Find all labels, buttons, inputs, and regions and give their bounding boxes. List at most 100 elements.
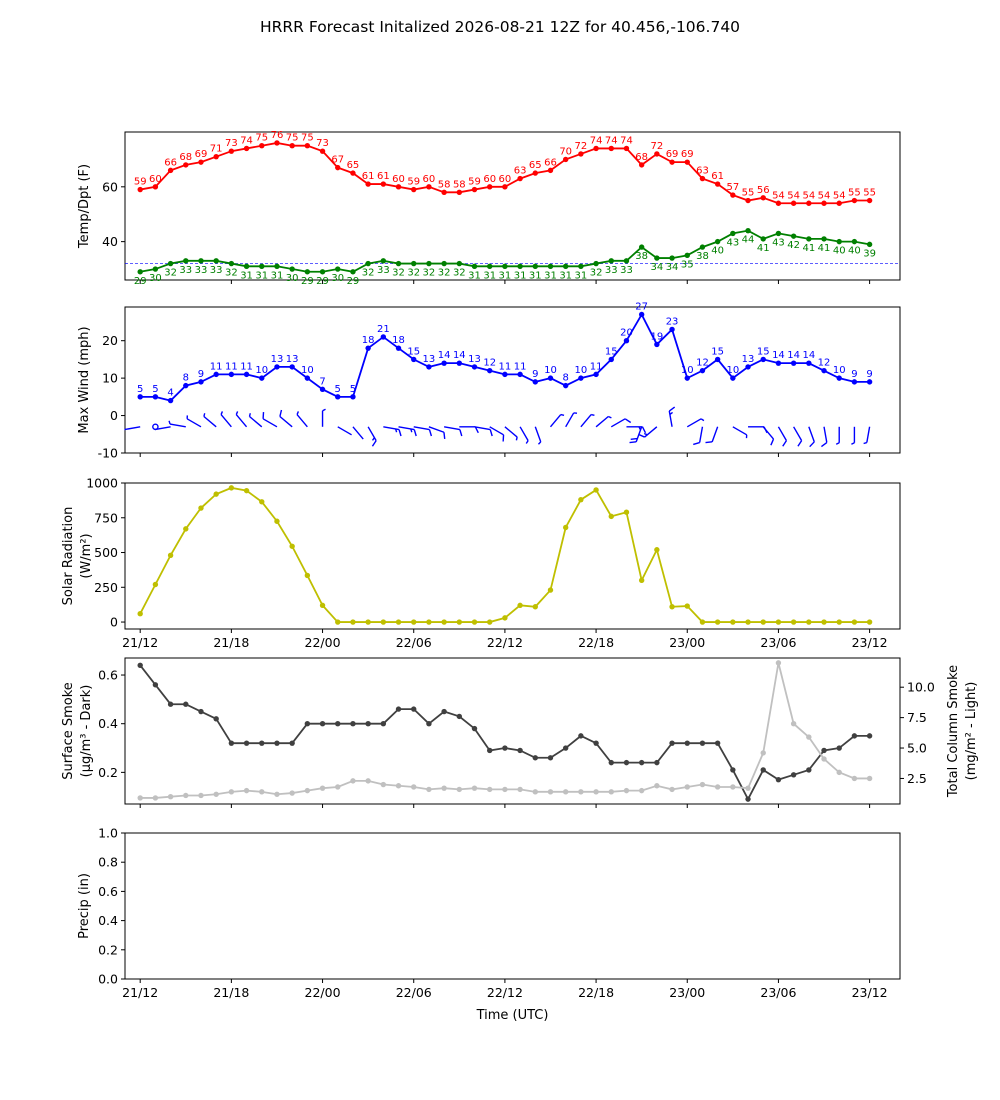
dewpoint-point	[699, 244, 706, 250]
temperature-point	[699, 175, 706, 182]
dewpoint-data-label: 32	[164, 268, 177, 279]
wind-barb-half-flag	[168, 420, 171, 425]
wind-barb-half-flag	[851, 442, 855, 445]
wind-barb-half-flag	[515, 436, 518, 441]
wind-barb	[793, 426, 803, 447]
temperature-point	[517, 175, 523, 182]
x-tick-label: 21/12	[122, 635, 158, 650]
wind-barb-staff	[235, 414, 248, 428]
temperature-data-label: 69	[666, 149, 679, 160]
x-tick-label: 22/00	[305, 985, 341, 1000]
solar-radiation-point	[775, 619, 782, 625]
solar-radiation-point	[426, 619, 432, 625]
temperature-data-label: 73	[316, 138, 329, 149]
total-column-smoke-point	[243, 787, 250, 794]
dewpoint-point	[684, 252, 690, 259]
solar-radiation-point	[471, 619, 478, 625]
max-wind-point	[821, 367, 827, 374]
dewpoint-data-label: 31	[483, 270, 496, 281]
surface-smoke-point	[745, 796, 751, 802]
dewpoint-data-label: 33	[179, 265, 192, 276]
temperature-point	[243, 145, 250, 152]
surface-smoke-point	[547, 755, 554, 761]
y-axis-label: Solar Radiation	[61, 507, 76, 606]
max-wind-point	[699, 367, 706, 374]
wind-barb	[443, 426, 463, 437]
wind-barb	[459, 426, 479, 434]
dewpoint-data-label: 32	[453, 268, 466, 279]
wind-barb-half-flag	[322, 408, 326, 412]
wind-barb-staff	[668, 410, 673, 427]
max-wind-point	[866, 379, 873, 385]
temperature-data-label: 66	[164, 157, 177, 168]
wind-barb-flag	[398, 429, 402, 437]
temperature-point	[562, 156, 569, 163]
surface-smoke-point	[517, 747, 523, 754]
wind-barb-staff	[124, 426, 141, 431]
dewpoint-point	[243, 263, 250, 269]
solar-radiation-point	[714, 619, 721, 625]
x-axis-label: Time (UTC)	[476, 1008, 549, 1023]
wind-barb	[565, 412, 578, 428]
temperature-point	[213, 153, 219, 160]
solar-radiation-point	[137, 611, 143, 617]
wind-barb	[337, 426, 352, 436]
y-axis-label: Temp/Dpt (F)	[77, 164, 92, 249]
total-column-smoke-point	[335, 784, 341, 790]
surface-smoke-point	[274, 740, 280, 746]
temperature-point	[304, 143, 311, 149]
wind-barb-flag	[668, 406, 676, 412]
solar-radiation-point	[167, 552, 174, 559]
y-axis-label-right: Total Column Smoke	[946, 665, 961, 798]
max-wind-data-label: 13	[423, 354, 436, 365]
dewpoint-point	[806, 236, 812, 242]
dewpoint-data-label: 41	[818, 243, 831, 254]
dewpoint-data-label: 30	[331, 273, 344, 284]
surface-smoke-point	[380, 721, 387, 727]
wind-barb-flag	[443, 432, 446, 440]
total-column-smoke-point	[851, 775, 858, 782]
y-tick-label: 0.2	[98, 765, 118, 780]
solar-radiation-point	[851, 619, 858, 625]
surface-smoke-point	[365, 721, 371, 727]
temperature-data-label: 58	[438, 179, 451, 190]
y-tick-label: 750	[94, 510, 118, 525]
temperature-point	[426, 184, 432, 190]
dewpoint-data-label: 30	[149, 273, 162, 284]
temperature-point	[456, 189, 463, 195]
total-column-smoke-point	[790, 721, 797, 727]
dewpoint-data-label: 40	[848, 246, 861, 257]
max-wind-data-label: 18	[362, 335, 375, 346]
surface-smoke-point	[471, 725, 478, 732]
temperature-point	[684, 159, 690, 165]
temperature-data-label: 59	[407, 177, 420, 188]
dewpoint-data-label: 32	[590, 268, 603, 279]
x-tick-label: 22/12	[487, 985, 523, 1000]
y-tick-label: 0.6	[98, 668, 118, 683]
solar-radiation-point	[562, 524, 569, 531]
dewpoint-data-label: 44	[742, 235, 755, 246]
max-wind-data-label: 23	[666, 316, 679, 327]
dewpoint-data-label: 32	[362, 268, 375, 279]
temperature-data-label: 72	[650, 141, 663, 152]
max-wind-data-label: 5	[350, 384, 356, 395]
wind-barb	[398, 426, 417, 437]
temperature-point	[836, 200, 842, 206]
wind-barb	[626, 426, 647, 434]
wind-barb-half-flag	[394, 428, 398, 433]
max-wind-data-label: 13	[468, 354, 481, 365]
chart-panel-3: 21/12 21/18 22/00 22/06 22/12 22/18 23/00 23/06…	[61, 476, 901, 650]
wind-barb-half-flag	[296, 411, 300, 415]
dewpoint-point	[730, 230, 736, 237]
y-axis-label-right: (mg/m² - Light)	[964, 682, 979, 781]
solar-radiation-point	[806, 619, 812, 625]
max-wind-data-label: 12	[818, 358, 831, 369]
max-wind-data-label: 13	[286, 354, 299, 365]
max-wind-point	[319, 386, 326, 393]
dewpoint-data-label: 31	[544, 270, 557, 281]
max-wind-point	[836, 375, 842, 381]
wind-barb-staff	[866, 426, 871, 443]
max-wind-point	[730, 375, 736, 381]
dewpoint-point	[380, 258, 387, 264]
dewpoint-data-label: 33	[605, 265, 618, 276]
